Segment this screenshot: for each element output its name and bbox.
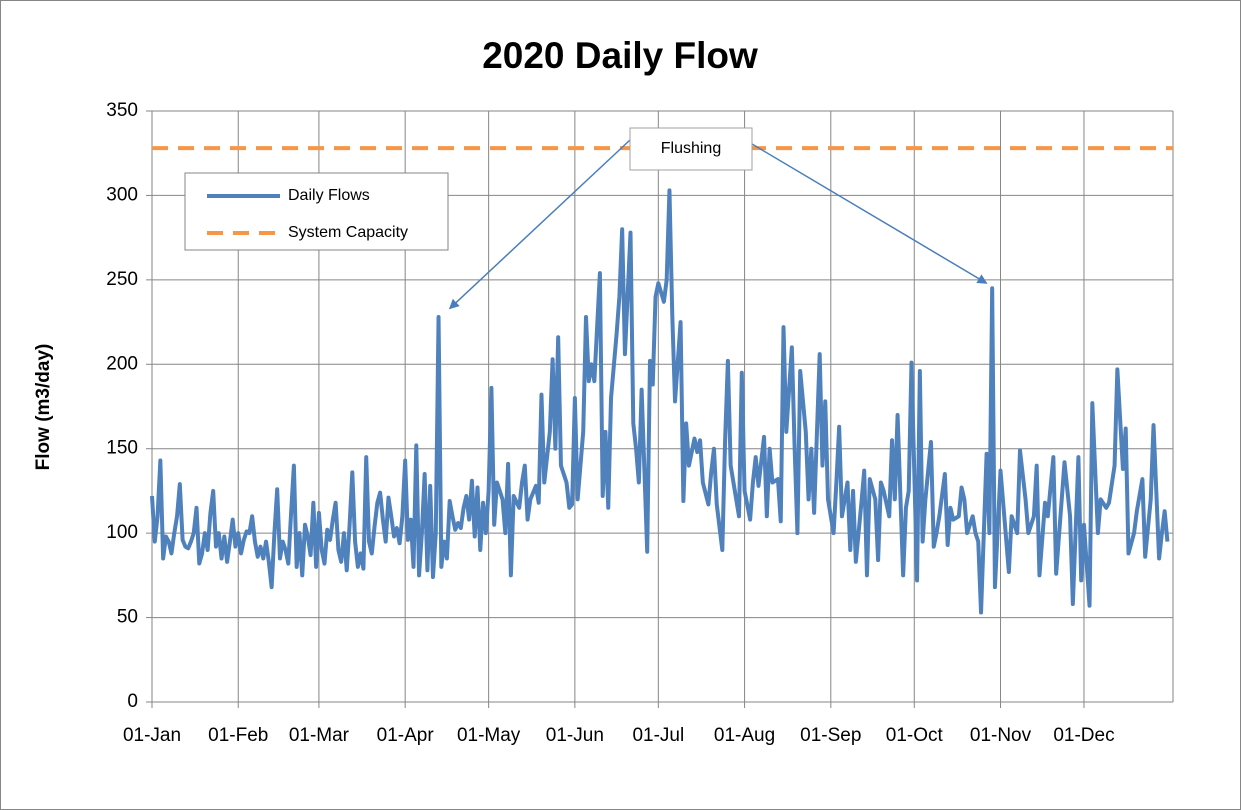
y-tick-label: 150 [106,438,138,459]
annotation-box [629,127,753,171]
data-line [150,188,1170,615]
legend-label: System Capacity [288,224,408,241]
x-tick-label: 01-Mar [289,725,350,746]
x-tick-label: 01-Jul [632,725,684,746]
y-tick-label: 300 [106,184,138,205]
x-tick-label: 01-Jun [546,725,604,746]
x-tick-label: 01-Dec [1053,725,1114,746]
annotation-text: Flushing [661,140,721,157]
y-tick-label: 350 [106,100,138,121]
x-tick-label: 01-Oct [886,725,944,746]
legend-label: Daily Flows [288,187,370,204]
y-tick-label: 200 [106,353,138,374]
x-tick-label: 01-Nov [970,725,1032,746]
y-axis-label: Flow (m3/day) [33,344,54,471]
x-tick-label: 01-Aug [714,725,775,746]
annotation-arrow [448,139,631,310]
annotation-arrow [751,143,988,284]
y-tick-label: 50 [117,607,138,628]
x-tick-label: 01-May [457,725,521,746]
y-tick-label: 250 [106,269,138,290]
x-tick-label: 01-Jan [123,725,181,746]
y-tick-label: 0 [127,691,138,712]
chart-title: 2020 Daily Flow [482,35,758,76]
x-tick-label: 01-Sep [800,725,861,746]
x-tick-label: 01-Apr [377,725,435,746]
legend-box [184,172,449,251]
y-tick-label: 100 [106,522,138,543]
x-tick-label: 01-Feb [208,725,268,746]
